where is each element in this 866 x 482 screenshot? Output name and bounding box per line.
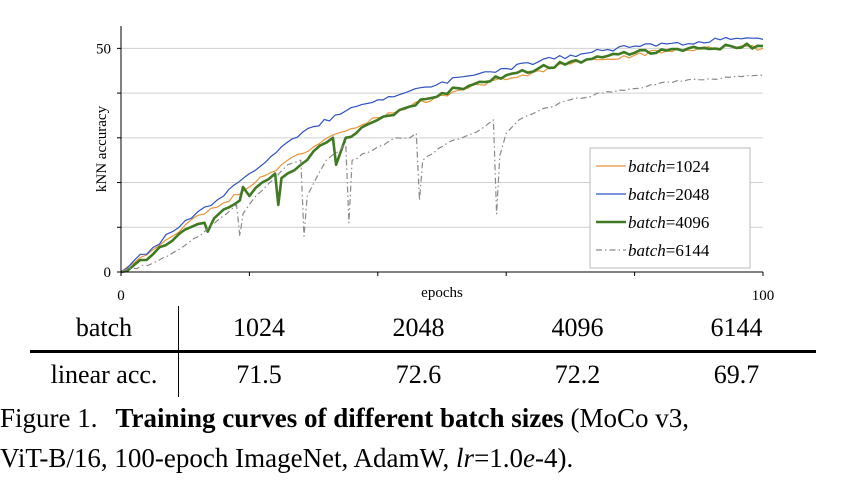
figure-label: Figure 1. [0,403,98,433]
caption-lr-symbol: lr [456,443,475,473]
table-row: linear acc. 71.5 72.6 72.2 69.7 [30,351,816,397]
series-line-batch-6144 [120,74,764,273]
series-line-batch-2048 [120,36,764,273]
legend-box [589,147,751,269]
table-column-header: 4096 [498,306,657,353]
series-line-batch-4096 [120,42,764,274]
table-column-header: 2048 [339,306,498,353]
caption-text: ViT-B/16, 100-epoch ImageNet, AdamW, [0,443,457,473]
y-tick-label: 50 [96,41,111,57]
chart-series-group [120,36,764,274]
y-axis-label: kNN accuracy [94,105,110,192]
legend-label-batch-6144: batch=6144 [628,241,710,260]
y-tick-label: 0 [104,265,112,281]
legend-label-batch-4096: batch=4096 [628,213,709,232]
x-axis-label: epochs [421,285,463,301]
table-column-header: 6144 [656,306,816,353]
caption-line-2: ViT-B/16, 100-epoch ImageNet, AdamW, lr=… [0,438,866,478]
chart-axes [120,26,763,273]
table-row-label: linear acc. [30,351,179,397]
chart-legend: batch=1024 batch=2048 batch=4096 batch=6144 [589,147,751,269]
caption-text: (MoCo v3, [563,403,689,433]
legend-label-batch-1024: batch=1024 [628,157,710,176]
results-table: batch 1024 2048 4096 6144 linear acc. 71… [30,306,816,397]
table-cell: 72.6 [395,360,442,389]
table-header-row: batch 1024 2048 4096 6144 [30,306,816,353]
x-tick-label: 0 [117,288,125,304]
caption-exponent-symbol: e [523,443,536,473]
caption-text: =1.0 [474,443,524,473]
legend-label-batch-2048: batch=2048 [628,185,709,204]
table-header-label: batch [30,306,179,353]
caption-text: -4). [535,443,574,473]
caption-title: Training curves of different batch sizes [115,403,564,433]
figure-caption: Figure 1. Training curves of different ba… [0,398,866,478]
table-column-header: 1024 [178,306,340,353]
table-cell: 69.7 [713,360,760,389]
table-cell: 72.2 [554,360,601,389]
x-tick-label: 100 [752,288,775,304]
caption-line-1: Figure 1. Training curves of different ba… [0,398,866,438]
chart-ticks: 0 50 0 100 [96,41,774,304]
table-cell: 71.5 [236,360,282,389]
